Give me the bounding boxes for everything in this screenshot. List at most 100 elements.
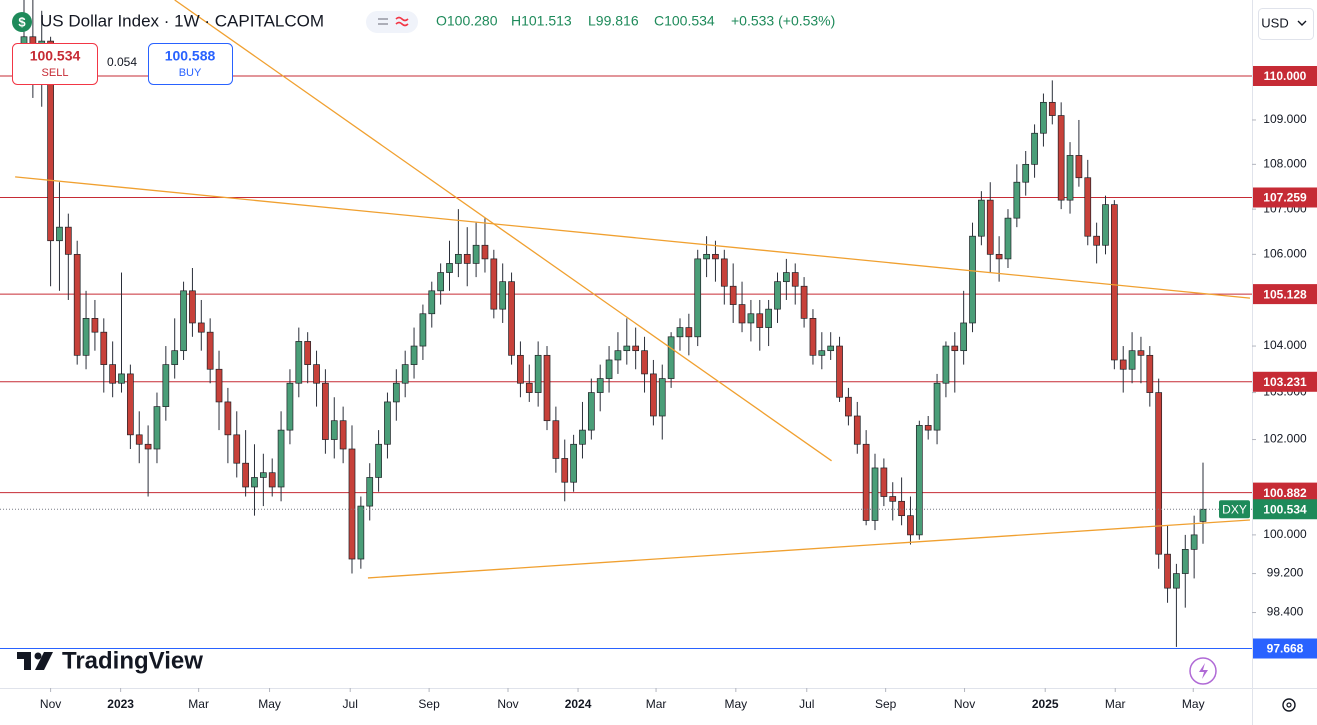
x-tick-label: May bbox=[258, 697, 281, 711]
candle-body bbox=[197, 322, 205, 333]
quote-item: C100.534 bbox=[654, 13, 715, 29]
spread: 0.054 bbox=[107, 55, 137, 69]
candle-body bbox=[1031, 132, 1038, 165]
candle-body bbox=[268, 472, 276, 488]
candle-body bbox=[366, 477, 374, 507]
x-tick-label: Nov bbox=[40, 697, 61, 711]
candle-body bbox=[357, 505, 365, 560]
settings-button[interactable] bbox=[1282, 698, 1296, 712]
symbol-title[interactable]: US Dollar Index · 1W · CAPITALCOM bbox=[40, 11, 324, 30]
candle-body bbox=[1075, 155, 1083, 179]
candle-body bbox=[765, 308, 772, 328]
logo-mark bbox=[35, 652, 53, 670]
candle-body bbox=[543, 354, 551, 422]
candle-body bbox=[898, 500, 905, 517]
candle-body bbox=[658, 378, 666, 417]
currency-caret bbox=[1297, 20, 1307, 26]
candle-body bbox=[1190, 534, 1198, 550]
candle-body bbox=[880, 467, 888, 497]
candle-body bbox=[392, 382, 400, 403]
candle-body bbox=[295, 341, 303, 384]
candle-body bbox=[463, 253, 471, 264]
candle-body bbox=[1146, 354, 1154, 393]
currency-button[interactable] bbox=[1258, 8, 1314, 40]
x-tick-label: Sep bbox=[875, 697, 897, 711]
price-axis: 109.000108.000107.000106.000104.000103.0… bbox=[1252, 65, 1317, 659]
candle-body bbox=[286, 382, 294, 431]
level-label-box bbox=[1253, 482, 1317, 503]
y-tick-label: 104.000 bbox=[1263, 338, 1307, 352]
quote: O100.280 H101.513 L99.816 C100.534 +0.533 (+… bbox=[436, 13, 835, 29]
quote-item: L99.816 bbox=[588, 13, 639, 29]
candle-body bbox=[472, 244, 480, 264]
candle-body bbox=[818, 350, 826, 356]
candle-body bbox=[517, 354, 524, 384]
candle-body bbox=[1137, 350, 1145, 356]
candle-body bbox=[933, 382, 941, 431]
currency: USD bbox=[1261, 15, 1288, 30]
candle-body bbox=[47, 40, 54, 242]
y-tick-label: 108.000 bbox=[1263, 157, 1307, 171]
candle-body bbox=[419, 313, 427, 347]
candle-body bbox=[579, 429, 586, 445]
level-label: 110.000 bbox=[1264, 69, 1307, 83]
candle-body bbox=[73, 253, 81, 356]
candle-body bbox=[180, 290, 187, 352]
candle-body bbox=[189, 290, 196, 324]
candle-body bbox=[109, 364, 116, 384]
y-tick-label: 98.400 bbox=[1267, 605, 1304, 619]
candle-body bbox=[915, 425, 923, 536]
symbol-badge-label: DXY bbox=[1222, 502, 1247, 516]
candle-body bbox=[694, 258, 702, 338]
candle-body bbox=[774, 281, 781, 310]
candle-body bbox=[144, 443, 152, 450]
candle-body bbox=[685, 327, 693, 338]
level-label: 100.882 bbox=[1263, 486, 1307, 500]
y-tick-label: 106.000 bbox=[1263, 247, 1307, 261]
candle-body bbox=[907, 515, 914, 536]
candle-body bbox=[1119, 359, 1127, 370]
candle-body bbox=[490, 258, 498, 310]
candle-body bbox=[703, 253, 710, 260]
candle-body bbox=[82, 318, 90, 356]
candle-body bbox=[924, 425, 932, 431]
candle-body bbox=[525, 382, 533, 393]
symbol-icon-glyph: $ bbox=[18, 14, 26, 29]
candle-body bbox=[1155, 392, 1163, 555]
candle-body bbox=[729, 285, 737, 305]
y-tick-label: 109.000 bbox=[1263, 112, 1307, 126]
buy-button[interactable] bbox=[148, 43, 233, 85]
level-label-box bbox=[1253, 65, 1317, 86]
trend-line bbox=[15, 176, 1251, 299]
logo-mark bbox=[34, 652, 42, 660]
candle-body bbox=[783, 272, 790, 283]
buy-label: BUY bbox=[179, 67, 202, 79]
candle-body bbox=[836, 345, 843, 398]
sell-label: SELL bbox=[42, 67, 69, 79]
y-tick-label: 100.000 bbox=[1263, 527, 1307, 541]
quote-item: O100.280 bbox=[436, 13, 498, 29]
sell-button[interactable] bbox=[12, 43, 98, 85]
candle-body bbox=[481, 244, 489, 260]
level-label: 107.259 bbox=[1263, 191, 1307, 205]
candle-body bbox=[1111, 204, 1118, 361]
candle-body bbox=[259, 472, 267, 478]
candle-body bbox=[791, 272, 799, 287]
candle-body bbox=[871, 467, 879, 521]
candle-body bbox=[1084, 177, 1092, 237]
trend-line bbox=[367, 519, 1251, 579]
candle-body bbox=[375, 443, 382, 478]
candle-body bbox=[738, 304, 746, 324]
candle-body bbox=[587, 392, 595, 431]
buy-price: 100.588 bbox=[165, 48, 216, 64]
candle-body bbox=[951, 345, 959, 352]
candle-body bbox=[339, 420, 347, 450]
candle-body bbox=[720, 258, 728, 287]
candle-body bbox=[809, 318, 817, 356]
candle-body bbox=[56, 226, 63, 242]
candle-body bbox=[233, 434, 241, 464]
x-tick-label: Mar bbox=[1105, 697, 1126, 711]
status-pill[interactable] bbox=[366, 11, 418, 33]
last-price-box bbox=[1253, 499, 1317, 520]
